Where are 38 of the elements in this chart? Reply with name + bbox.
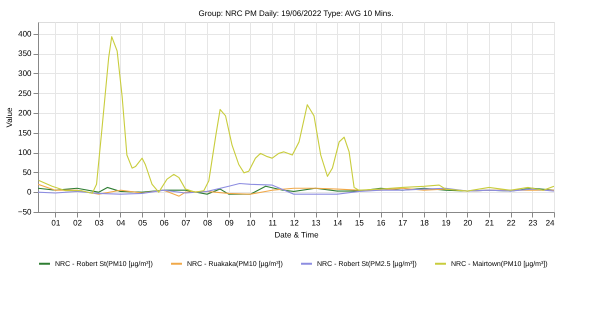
- x-tick-label: 05: [138, 218, 148, 228]
- x-tick-label: 11: [268, 218, 278, 228]
- x-tick-label: 13: [312, 218, 322, 228]
- x-tick-label: 24: [546, 218, 556, 228]
- x-tick-label: 12: [290, 218, 300, 228]
- x-tick-label: 19: [442, 218, 452, 228]
- x-tick-label: 15: [354, 218, 364, 228]
- y-tick-label: 400: [18, 29, 32, 38]
- x-tick-label: 09: [224, 218, 234, 228]
- chart-title: Group: NRC PM Daily: 19/06/2022 Type: AVG 10 Mins.: [198, 9, 394, 18]
- y-axis-title: Value: [4, 107, 14, 128]
- x-tick-label: 14: [333, 218, 343, 228]
- y-tick-label: 200: [18, 108, 32, 118]
- x-tick-label: 03: [94, 218, 104, 228]
- line-series: [38, 36, 554, 194]
- x-tick-label: 18: [420, 218, 430, 228]
- y-tick-label: 350: [18, 49, 32, 58]
- x-tick-label: 16: [376, 218, 386, 228]
- x-tick-label: 04: [116, 218, 126, 228]
- y-tick-label: 150: [18, 128, 32, 138]
- x-tick-label: 22: [506, 218, 516, 228]
- x-tick-label: 21: [485, 218, 494, 228]
- x-tick-label: 20: [463, 218, 473, 228]
- y-tick-label: 300: [18, 68, 32, 78]
- y-tick-label: 250: [18, 88, 32, 98]
- y-tick-label: 0: [27, 188, 32, 197]
- x-tick-label: 17: [398, 218, 408, 228]
- x-tick-label: 07: [181, 218, 191, 228]
- x-tick-label: 08: [203, 218, 213, 228]
- x-tick-label: 02: [73, 218, 83, 228]
- y-tick-label: 50: [22, 168, 32, 177]
- x-tick-label: 01: [51, 218, 61, 228]
- x-tick-label: 10: [246, 218, 256, 228]
- x-axis-title: Date & Time: [274, 230, 320, 240]
- x-tick-label: 23: [528, 218, 538, 228]
- y-tick-label: −50: [18, 208, 32, 216]
- x-tick-label: 06: [160, 218, 170, 228]
- y-tick-label: 100: [18, 148, 32, 158]
